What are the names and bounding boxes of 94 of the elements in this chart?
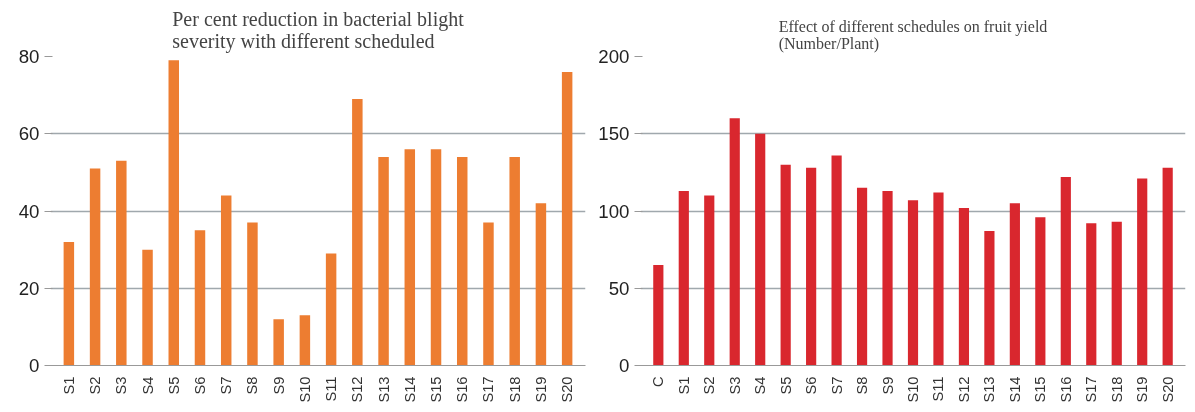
x-tick-label: S7	[828, 376, 845, 395]
bar	[729, 118, 740, 366]
y-tick-label: 60	[18, 123, 40, 145]
x-tick-label: S19	[1134, 376, 1151, 403]
y-tick-label: 100	[598, 200, 630, 222]
bar	[806, 167, 817, 366]
x-tick-label: S12	[955, 376, 972, 403]
bar	[1162, 167, 1173, 366]
x-tick-label: S20	[559, 376, 576, 403]
x-tick-label: S16	[1057, 376, 1074, 403]
x-tick-label: S6	[803, 376, 820, 395]
bar	[63, 241, 75, 366]
x-tick-label: S18	[1108, 376, 1125, 403]
bar	[780, 164, 791, 366]
x-tick-label: S17	[1083, 376, 1100, 403]
bar	[856, 187, 868, 366]
x-tick-label: S1	[675, 376, 692, 395]
bar	[116, 160, 127, 366]
x-tick-label: S11	[930, 376, 947, 402]
bar	[678, 190, 689, 366]
x-tick-label: S15	[1032, 376, 1049, 403]
bar	[142, 249, 153, 366]
x-tick-label: S3	[113, 376, 130, 395]
bar	[430, 149, 442, 366]
bar	[247, 222, 258, 366]
x-tick-label: S8	[854, 376, 871, 395]
x-tick-label: S1	[60, 376, 77, 395]
bar	[483, 222, 494, 366]
bar	[704, 195, 715, 366]
x-tick-label: S9	[270, 376, 287, 395]
y-tick-label: 40	[18, 200, 40, 222]
bar	[958, 207, 970, 366]
bar	[653, 265, 664, 366]
y-tick-label: 200	[598, 46, 630, 67]
bar	[168, 60, 179, 366]
x-tick-label: S4	[139, 376, 156, 395]
y-tick-label: 50	[608, 277, 630, 299]
bar	[1009, 203, 1020, 366]
bar	[457, 156, 468, 366]
x-tick-label: S5	[165, 376, 182, 395]
chart-title: Effect of different schedules on fruit yield (Number/Plant)	[778, 17, 1048, 53]
y-tick-label: 0	[619, 355, 630, 376]
x-tick-label: S13	[375, 376, 392, 403]
bar	[509, 156, 520, 366]
x-tick-label: S12	[349, 376, 366, 403]
bar	[89, 168, 101, 366]
bar	[907, 200, 919, 366]
bar	[831, 155, 842, 366]
bar	[755, 133, 766, 366]
bar	[1137, 178, 1148, 366]
x-tick-label: S17	[480, 376, 497, 403]
x-tick-label: S16	[454, 376, 471, 403]
x-tick-label: S18	[506, 376, 523, 403]
bar	[1111, 221, 1122, 366]
x-tick-label: S14	[1006, 376, 1023, 403]
bar	[1035, 217, 1046, 366]
x-tick-label: S6	[191, 376, 208, 395]
x-tick-label: S2	[87, 376, 104, 395]
bar	[194, 230, 206, 366]
y-tick-label: 0	[29, 355, 40, 376]
bar	[273, 319, 284, 366]
x-tick-label: S2	[701, 376, 718, 395]
x-tick-label: S10	[296, 376, 313, 403]
x-tick-label: C	[650, 376, 667, 388]
x-tick-label: S9	[879, 376, 896, 395]
bar	[933, 192, 944, 366]
x-tick-label: S13	[981, 376, 998, 403]
bar	[535, 203, 547, 366]
x-tick-label: S10	[905, 376, 921, 403]
y-tick-label: 150	[598, 123, 630, 145]
x-tick-label: S4	[752, 376, 769, 395]
y-tick-label: 20	[18, 277, 40, 299]
x-tick-label: S11	[323, 376, 340, 402]
x-tick-label: S15	[428, 376, 445, 403]
bar	[352, 98, 363, 366]
x-tick-label: S5	[777, 376, 794, 395]
bar	[325, 253, 337, 366]
y-tick-label: 80	[18, 46, 40, 67]
bar	[1086, 223, 1097, 366]
x-tick-label: S20	[1159, 376, 1176, 403]
bar	[561, 71, 573, 366]
x-tick-label: S19	[532, 376, 549, 403]
x-tick-label: S14	[401, 376, 418, 403]
bar	[220, 195, 232, 366]
bar	[378, 156, 389, 366]
x-tick-label: S8	[244, 376, 261, 395]
bar	[984, 231, 995, 366]
bar	[404, 149, 416, 366]
bar	[1060, 177, 1071, 366]
x-tick-label: S7	[218, 376, 235, 395]
bar	[882, 190, 893, 366]
chart-title: Per cent reduction in bacterial blight severity with different scheduled	[172, 7, 465, 53]
bar	[299, 315, 311, 366]
x-tick-label: S3	[726, 376, 743, 395]
